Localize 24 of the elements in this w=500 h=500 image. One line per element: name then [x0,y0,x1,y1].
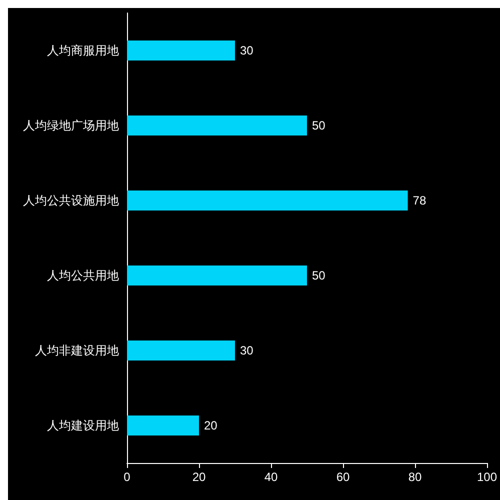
x-tick-label: 40 [264,470,278,484]
bar [127,40,235,60]
data-label: 50 [312,118,326,132]
y-tick-label: 人均非建设用地 [35,344,119,358]
x-tick-label: 0 [124,470,131,484]
data-label: 30 [240,344,254,358]
x-tick-label: 80 [408,470,422,484]
y-tick-label: 人均商服用地 [47,44,119,58]
y-tick-label: 人均建设用地 [47,418,119,432]
data-label: 20 [204,418,218,432]
x-tick-label: 100 [476,470,498,484]
data-label: 78 [412,194,426,208]
bar [127,266,307,286]
y-tick-label: 人均绿地广场用地 [23,118,119,132]
y-tick-label: 人均公共设施用地 [23,194,119,208]
bar [127,340,235,360]
bar [127,190,408,210]
x-tick-label: 20 [192,470,206,484]
bar [127,116,307,136]
bar [127,416,199,436]
data-label: 50 [312,268,326,282]
data-label: 30 [240,44,254,58]
y-tick-label: 人均公共用地 [47,268,119,282]
x-tick-label: 60 [336,470,350,484]
